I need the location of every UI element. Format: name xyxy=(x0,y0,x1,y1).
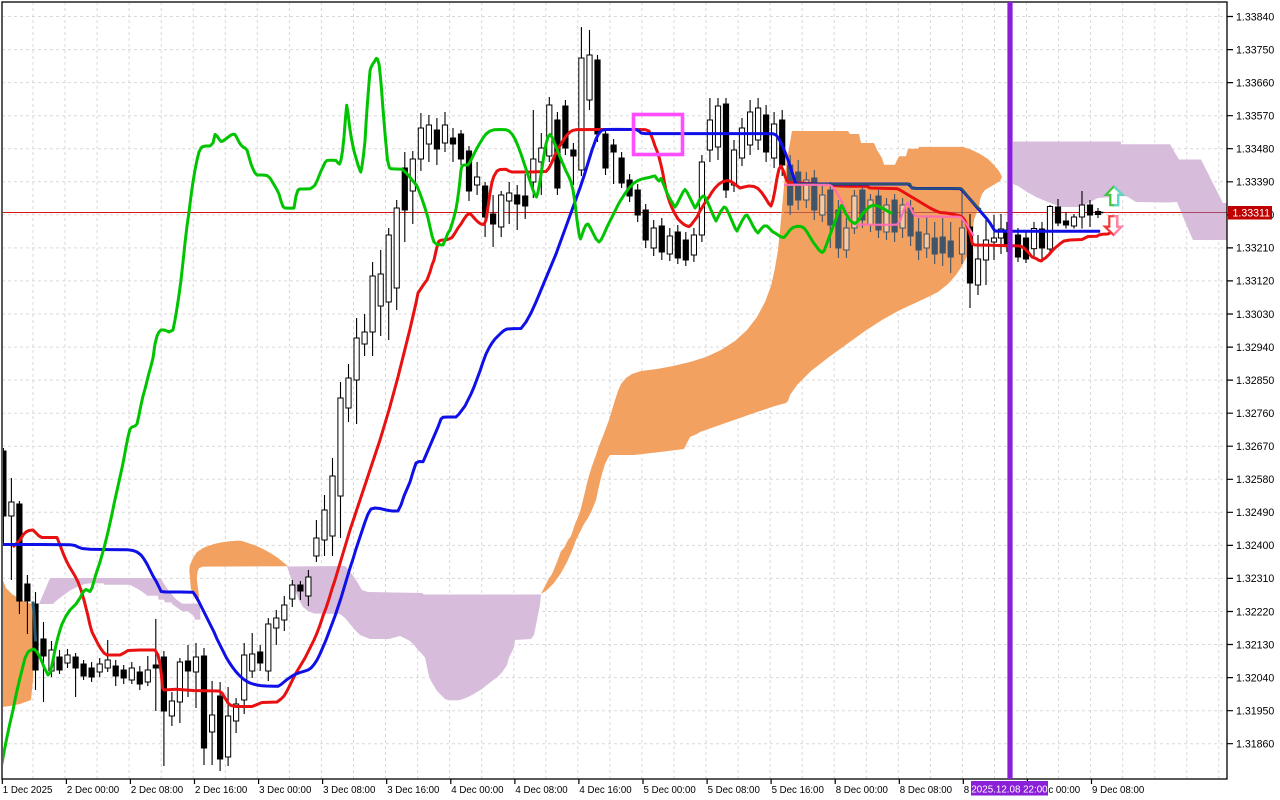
svg-text:1.32220: 1.32220 xyxy=(1236,606,1274,618)
svg-text:5 Dec 00:00: 5 Dec 00:00 xyxy=(644,785,697,796)
svg-text:1.32400: 1.32400 xyxy=(1236,540,1274,552)
svg-text:1.33210: 1.33210 xyxy=(1236,243,1274,255)
svg-text:1.32310: 1.32310 xyxy=(1236,573,1274,585)
svg-text:3 Dec 00:00: 3 Dec 00:00 xyxy=(259,785,312,796)
svg-text:5 Dec 16:00: 5 Dec 16:00 xyxy=(772,785,825,796)
svg-text:1.33480: 1.33480 xyxy=(1236,144,1274,156)
svg-text:2 Dec 16:00: 2 Dec 16:00 xyxy=(195,785,248,796)
svg-text:1.32130: 1.32130 xyxy=(1236,639,1274,651)
svg-text:2025.12.08 22:00: 2025.12.08 22:00 xyxy=(971,784,1048,795)
svg-text:2 Dec 08:00: 2 Dec 08:00 xyxy=(131,785,184,796)
svg-text:8 Dec 08:00: 8 Dec 08:00 xyxy=(900,785,953,796)
svg-text:1.32040: 1.32040 xyxy=(1236,672,1274,684)
svg-text:3 Dec 16:00: 3 Dec 16:00 xyxy=(387,785,440,796)
svg-text:9 Dec 08:00: 9 Dec 08:00 xyxy=(1092,785,1145,796)
svg-text:1.32490: 1.32490 xyxy=(1236,507,1274,519)
svg-text:5 Dec 08:00: 5 Dec 08:00 xyxy=(708,785,761,796)
svg-text:4 Dec 00:00: 4 Dec 00:00 xyxy=(451,785,504,796)
svg-text:1.33750: 1.33750 xyxy=(1236,44,1274,56)
svg-text:1 Dec 2025: 1 Dec 2025 xyxy=(3,785,53,796)
svg-text:1.33311: 1.33311 xyxy=(1233,207,1271,219)
svg-text:1.31860: 1.31860 xyxy=(1236,739,1274,751)
svg-text:1.33030: 1.33030 xyxy=(1236,309,1274,321)
svg-text:1.32670: 1.32670 xyxy=(1236,441,1274,453)
svg-text:1.33660: 1.33660 xyxy=(1236,77,1274,89)
svg-text:1.32940: 1.32940 xyxy=(1236,342,1274,354)
svg-text:8 Dec 00:00: 8 Dec 00:00 xyxy=(836,785,889,796)
svg-text:1.31950: 1.31950 xyxy=(1236,706,1274,718)
svg-text:9 Dec 00:00: 9 Dec 00:00 xyxy=(1028,785,1081,796)
svg-text:4 Dec 16:00: 4 Dec 16:00 xyxy=(579,785,632,796)
svg-text:1.33840: 1.33840 xyxy=(1236,11,1274,23)
svg-text:3 Dec 08:00: 3 Dec 08:00 xyxy=(323,785,376,796)
svg-text:1.32580: 1.32580 xyxy=(1236,474,1274,486)
svg-text:1.33120: 1.33120 xyxy=(1236,276,1274,288)
svg-text:2 Dec 00:00: 2 Dec 00:00 xyxy=(67,785,120,796)
svg-text:4 Dec 08:00: 4 Dec 08:00 xyxy=(515,785,568,796)
svg-text:1.33570: 1.33570 xyxy=(1236,111,1274,123)
svg-text:1.32850: 1.32850 xyxy=(1236,375,1274,387)
svg-text:1.32760: 1.32760 xyxy=(1236,408,1274,420)
svg-text:1.33390: 1.33390 xyxy=(1236,177,1274,189)
